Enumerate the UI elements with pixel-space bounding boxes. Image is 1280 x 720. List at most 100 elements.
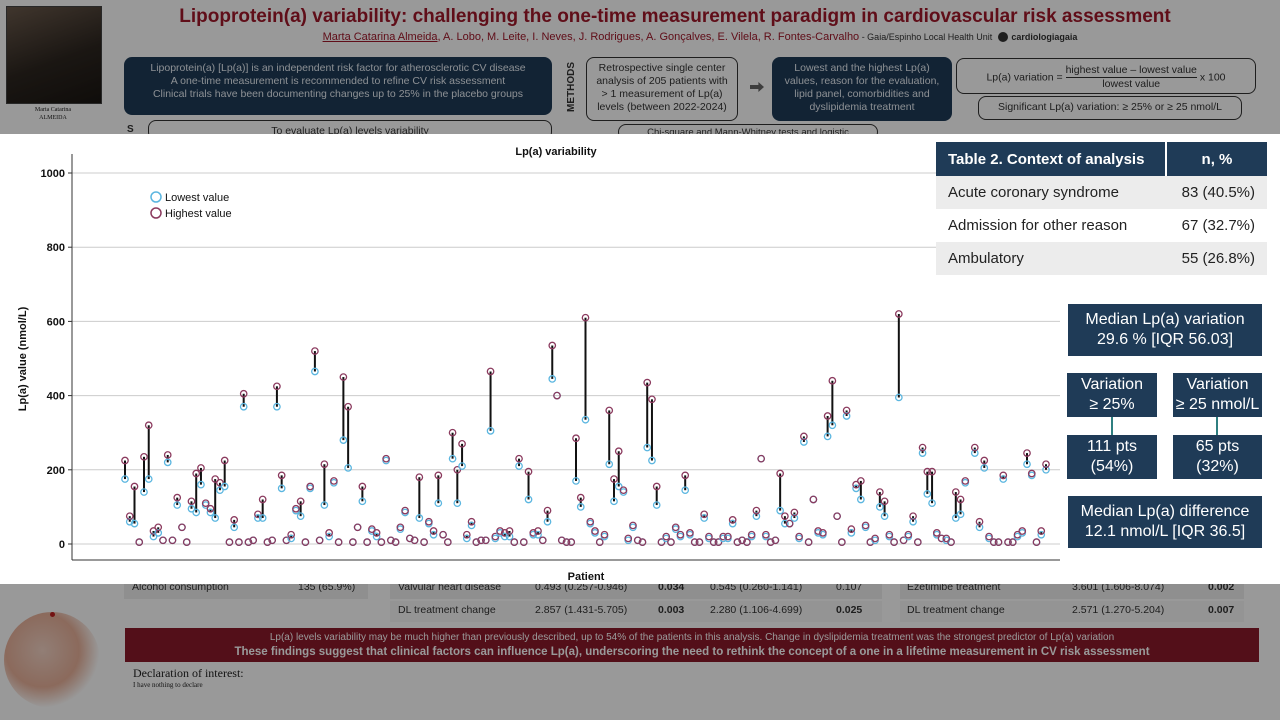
lowest-value-point bbox=[918, 449, 927, 457]
connector-line-absolute bbox=[1216, 417, 1218, 435]
highest-value-point bbox=[159, 536, 167, 545]
highest-value-point bbox=[391, 538, 400, 546]
highest-value-point bbox=[581, 313, 590, 322]
lowest-value-point bbox=[163, 458, 172, 467]
highest-value-point bbox=[572, 434, 580, 443]
row1-col3-label: Ezetimibe treatment bbox=[907, 581, 1001, 593]
lowest-value-point bbox=[643, 443, 652, 452]
highest-value-point bbox=[795, 532, 803, 541]
legend-lowest-label: Lowest value bbox=[165, 192, 229, 204]
row1-col3-p: 0.002 bbox=[1208, 581, 1235, 593]
highest-value-point bbox=[173, 493, 182, 502]
table-cell-label: Acute coronary syndrome bbox=[936, 176, 1166, 209]
lowest-value-point bbox=[125, 517, 134, 526]
highest-value-point bbox=[790, 508, 799, 517]
highest-value-point bbox=[871, 534, 879, 543]
highest-value-point bbox=[1037, 527, 1046, 535]
decorative-watercolor-image bbox=[4, 612, 100, 708]
table-row: Acute coronary syndrome 83 (40.5%) bbox=[936, 176, 1267, 209]
y-axis-label: Lp(a) value (nmol/L) bbox=[17, 306, 29, 411]
median-difference-title: Median Lp(a) difference bbox=[1080, 503, 1250, 520]
lowest-value-point bbox=[197, 480, 205, 489]
highest-value-point bbox=[372, 529, 381, 537]
highest-value-point bbox=[420, 538, 428, 546]
highest-value-point bbox=[178, 523, 186, 532]
y-tick-label: 0 bbox=[59, 539, 65, 551]
highest-value-point bbox=[857, 477, 865, 485]
lowest-value-point bbox=[515, 462, 523, 470]
chart-legend: Lowest value Highest value bbox=[150, 191, 232, 220]
lowest-value-point bbox=[752, 512, 761, 521]
highest-value-point bbox=[244, 538, 253, 546]
lowest-value-point bbox=[254, 514, 262, 522]
highest-value-point bbox=[562, 538, 571, 546]
highest-value-point bbox=[686, 529, 694, 537]
lowest-value-point bbox=[970, 449, 979, 457]
highest-value-point bbox=[486, 367, 495, 376]
highest-value-point bbox=[330, 477, 338, 485]
highest-value-point bbox=[415, 473, 424, 482]
highest-value-point bbox=[135, 538, 144, 546]
highest-value-point bbox=[258, 495, 267, 504]
variation-absolute-title: Variation bbox=[1186, 376, 1249, 393]
highest-value-point bbox=[557, 536, 566, 545]
row1-col2-p2: 0.107 bbox=[836, 581, 863, 593]
highest-value-point bbox=[913, 538, 922, 546]
intro-line2: A one-time measurement is recommended to… bbox=[170, 75, 506, 87]
lowest-value-point bbox=[320, 501, 329, 509]
highest-value-point bbox=[662, 532, 671, 541]
highest-value-point bbox=[230, 516, 239, 524]
highest-value-point bbox=[714, 538, 723, 546]
decorative-dot bbox=[50, 612, 55, 617]
highest-value-point bbox=[800, 432, 808, 441]
row1-col3-or: 3.601 (1.606-8.074) bbox=[1072, 581, 1165, 593]
lowest-value-point bbox=[857, 495, 865, 504]
variation-absolute-box: Variation ≥ 25 nmol/L bbox=[1173, 373, 1262, 417]
y-tick-label: 1000 bbox=[41, 168, 65, 180]
x-axis-label: Patient bbox=[568, 571, 605, 583]
highest-value-point bbox=[648, 395, 656, 404]
highest-value-point bbox=[833, 512, 841, 521]
highest-value-point bbox=[970, 443, 979, 452]
arrow-right-icon bbox=[750, 82, 764, 92]
row2-col3-label: DL treatment change bbox=[907, 604, 1005, 616]
lowest-value-point bbox=[728, 519, 737, 528]
highest-value-point bbox=[989, 538, 998, 546]
highest-value-point bbox=[956, 495, 965, 504]
highest-value-point bbox=[168, 536, 177, 545]
highest-value-point bbox=[197, 464, 205, 472]
author-photo bbox=[6, 6, 102, 104]
highest-value-point bbox=[838, 538, 846, 546]
lowest-value-point bbox=[434, 499, 443, 508]
highest-value-point bbox=[629, 521, 637, 530]
lowest-value-point bbox=[149, 532, 158, 541]
highest-value-point bbox=[201, 499, 210, 508]
row1-col1-value: 135 (65.9%) bbox=[298, 581, 356, 593]
highest-value-point bbox=[377, 538, 386, 546]
highest-value-point bbox=[667, 538, 675, 546]
highest-value-point bbox=[273, 382, 281, 391]
highest-value-point bbox=[600, 530, 609, 539]
highest-value-point bbox=[320, 460, 329, 469]
highest-value-point bbox=[424, 517, 433, 526]
aims-label: S bbox=[127, 124, 134, 135]
highest-value-point bbox=[605, 406, 614, 415]
bottom-stripe-4 bbox=[390, 601, 882, 622]
highest-value-point bbox=[491, 532, 500, 541]
row2-col2-p2: 0.025 bbox=[836, 604, 863, 616]
highest-value-point bbox=[614, 447, 623, 456]
highest-value-point bbox=[443, 538, 452, 546]
highest-value-point bbox=[861, 521, 870, 530]
highest-value-point bbox=[923, 467, 932, 476]
highest-value-point bbox=[467, 517, 476, 526]
highest-value-point bbox=[828, 376, 837, 385]
declaration-title: Declaration of interest: bbox=[133, 666, 244, 680]
lowest-value-point bbox=[648, 456, 656, 465]
legend-highest-marker bbox=[150, 207, 162, 219]
highest-value-point bbox=[671, 523, 680, 532]
lowest-value-point bbox=[894, 393, 903, 402]
highest-value-point bbox=[553, 391, 561, 400]
methods-box-population: Retrospective single center analysis of … bbox=[586, 57, 738, 121]
highest-value-point bbox=[999, 471, 1008, 480]
highest-value-point bbox=[1013, 530, 1022, 539]
